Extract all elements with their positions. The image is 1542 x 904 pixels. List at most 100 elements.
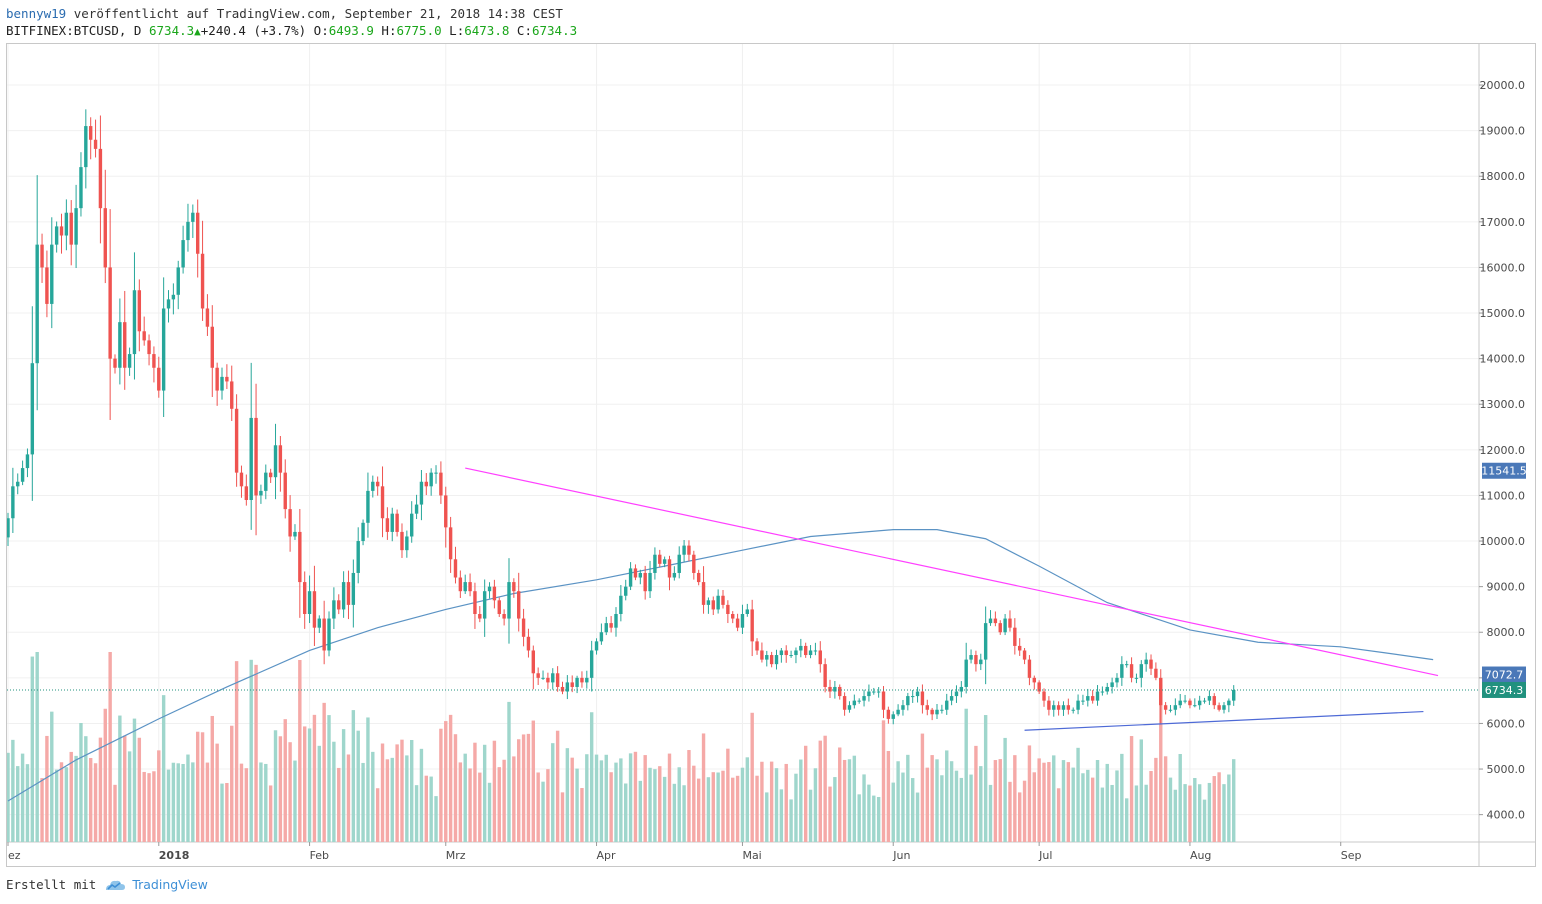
candle-body bbox=[293, 531, 297, 537]
volume-bar bbox=[444, 721, 448, 842]
trendlines[interactable] bbox=[465, 467, 1439, 731]
candle-body bbox=[993, 618, 998, 624]
support-trendline[interactable] bbox=[1024, 710, 1424, 731]
volume-bar bbox=[103, 708, 107, 842]
candle-body bbox=[74, 208, 78, 245]
resistance-trendline[interactable] bbox=[465, 467, 1439, 677]
volume-bar bbox=[312, 714, 317, 842]
candle-body bbox=[322, 618, 326, 651]
volume-bar bbox=[1013, 755, 1017, 842]
candle-body bbox=[1227, 700, 1231, 706]
candle-body bbox=[1222, 705, 1226, 710]
volume-bar bbox=[575, 768, 579, 842]
volume-bar bbox=[1159, 684, 1163, 842]
volume-bar bbox=[249, 659, 253, 842]
candle-body bbox=[964, 659, 968, 687]
candle-body bbox=[405, 536, 409, 551]
price-tick-label: 14000.0 bbox=[1480, 353, 1526, 366]
price-tick-label: 12000.0 bbox=[1480, 444, 1526, 457]
volume-bar bbox=[580, 788, 584, 842]
candle-body bbox=[507, 582, 511, 619]
candle-body bbox=[230, 381, 234, 409]
candle-body bbox=[45, 267, 49, 304]
volume-bar bbox=[1202, 799, 1207, 842]
volume-bar bbox=[935, 759, 939, 842]
volume-bar bbox=[667, 753, 672, 842]
author-link[interactable]: bennyw19 bbox=[6, 6, 67, 21]
candle-body bbox=[735, 618, 740, 628]
volume-bar bbox=[1071, 767, 1075, 842]
volume-bar bbox=[123, 735, 127, 842]
low-value: 6473.8 bbox=[464, 23, 510, 38]
chart-frame[interactable]: 4000.05000.06000.07000.08000.09000.01000… bbox=[6, 43, 1536, 867]
volume-bar bbox=[1227, 774, 1231, 842]
candle-body bbox=[745, 609, 750, 614]
volume-bar bbox=[1173, 789, 1178, 842]
volume-bar bbox=[273, 730, 278, 842]
volume-bar bbox=[268, 785, 273, 842]
candle-body bbox=[706, 600, 711, 605]
volume-bar bbox=[254, 664, 258, 842]
volume-bar bbox=[760, 761, 764, 842]
candle-body bbox=[682, 545, 686, 555]
moving-average bbox=[7, 529, 1434, 802]
volume-bar bbox=[1042, 762, 1046, 842]
candle-body bbox=[1144, 659, 1148, 665]
price-tick-label: 6000.0 bbox=[1487, 717, 1526, 730]
candle-body bbox=[25, 454, 30, 469]
volume-bar bbox=[813, 768, 818, 842]
price-tick-label: 15000.0 bbox=[1480, 307, 1526, 320]
volume-bar bbox=[142, 771, 146, 842]
volume-bar bbox=[244, 768, 249, 842]
volume-bar bbox=[225, 783, 229, 842]
volume-bar bbox=[453, 734, 458, 842]
candle-body bbox=[769, 655, 774, 665]
volume-bar bbox=[317, 745, 321, 842]
volume-bar bbox=[181, 763, 185, 842]
candle-body bbox=[448, 527, 453, 560]
publication-line: bennyw19 veröffentlicht auf TradingView.… bbox=[6, 6, 563, 22]
candle-body bbox=[312, 591, 317, 628]
volume-bar bbox=[166, 769, 171, 842]
volume-bar bbox=[410, 739, 414, 842]
volume-bar bbox=[414, 785, 419, 842]
volume-bar bbox=[585, 754, 589, 842]
candle-body bbox=[1188, 700, 1192, 706]
candle-body bbox=[638, 572, 643, 578]
candle-body bbox=[20, 468, 25, 482]
candle-body bbox=[570, 682, 574, 687]
volume-bar bbox=[50, 711, 54, 842]
candle-body bbox=[531, 650, 536, 674]
candle-body bbox=[687, 545, 691, 555]
candle-body bbox=[54, 226, 59, 245]
volume-bar bbox=[633, 751, 638, 842]
volume-bar bbox=[789, 799, 793, 842]
last-price: 6734.3 bbox=[149, 23, 195, 38]
candle-body bbox=[268, 472, 273, 478]
volume-bar bbox=[283, 719, 287, 842]
candle-body bbox=[118, 322, 122, 368]
volume-bar bbox=[264, 763, 268, 842]
price-chart[interactable]: 4000.05000.06000.07000.08000.09000.01000… bbox=[7, 44, 1535, 866]
volume-bar bbox=[1090, 777, 1095, 842]
volume-bar bbox=[478, 772, 482, 842]
volume-bar bbox=[1017, 792, 1022, 842]
volume-bar bbox=[429, 776, 433, 842]
candle-body bbox=[254, 417, 258, 496]
volume-bar bbox=[482, 744, 487, 842]
volume-bar bbox=[1081, 773, 1085, 842]
price-axis[interactable]: 4000.05000.06000.07000.08000.09000.01000… bbox=[1479, 79, 1527, 822]
volume-bar bbox=[424, 775, 429, 842]
price-tick-label: 8000.0 bbox=[1487, 626, 1526, 639]
tradingview-link[interactable]: TradingView bbox=[132, 877, 208, 892]
candle-body bbox=[1207, 696, 1212, 701]
volume-bar bbox=[341, 729, 346, 842]
candle-body bbox=[142, 331, 146, 341]
candle-body bbox=[677, 554, 681, 573]
time-axis[interactable]: ez 2018 Feb Mrz Apr Mai Jun Jul Aug Sep bbox=[7, 842, 1361, 862]
candle-body bbox=[551, 673, 555, 683]
candle-body bbox=[419, 481, 424, 505]
candle-body bbox=[755, 641, 759, 651]
volume-bar bbox=[1193, 778, 1197, 842]
volume-bar bbox=[701, 733, 706, 842]
